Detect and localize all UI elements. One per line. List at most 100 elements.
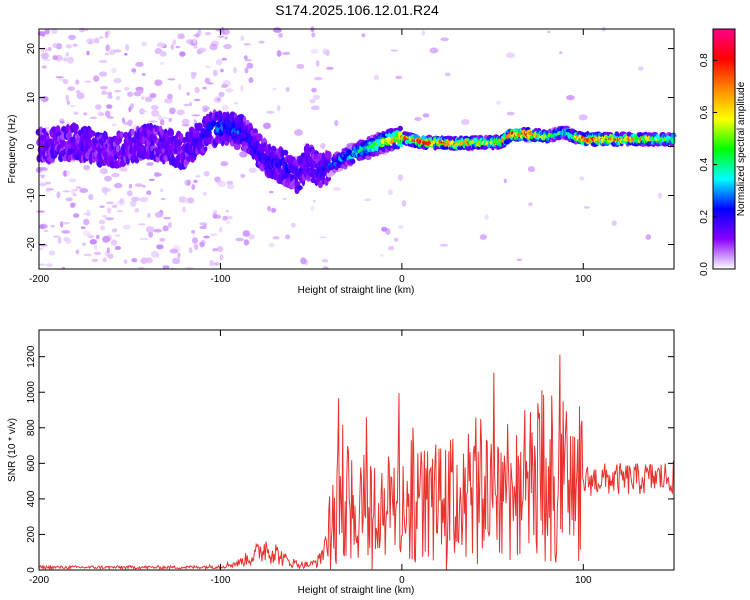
heatmap-cell: [116, 209, 124, 213]
heatmap-cell: [124, 53, 128, 56]
colorbar-tick-label: 0.4: [699, 157, 710, 171]
spectrogram-y-axis-label: Frequency (Hz): [7, 115, 18, 184]
heatmap-cell: [142, 184, 146, 188]
heatmap-cell: [320, 143, 326, 149]
heatmap-cell: [113, 78, 122, 84]
heatmap-cell: [65, 197, 73, 202]
heatmap-cell: [111, 228, 118, 233]
y-tick-label: 20: [26, 43, 37, 55]
heatmap-cell: [315, 60, 320, 67]
heatmap-cell: [105, 44, 111, 52]
heatmap-cell: [246, 62, 254, 69]
heatmap-cell: [191, 237, 199, 244]
heatmap-cell: [186, 39, 194, 45]
heatmap-cell: [282, 197, 287, 201]
heatmap-cell: [243, 43, 251, 46]
heatmap-cell: [314, 76, 323, 81]
heatmap-cell: [225, 209, 229, 213]
heatmap-cell: [159, 50, 167, 57]
heatmap-cell: [311, 87, 317, 93]
heatmap-cell: [75, 79, 80, 85]
heatmap-cell: [263, 122, 271, 129]
heatmap-cell: [104, 191, 108, 196]
heatmap-cell: [187, 179, 191, 186]
heatmap-cell: [199, 222, 208, 226]
heatmap-cell: [111, 67, 118, 74]
heatmap-cell: [193, 45, 198, 49]
heatmap-cell: [150, 105, 159, 110]
y-tick-label: 1000: [26, 381, 37, 404]
heatmap-cell: [614, 131, 619, 136]
y-tick-label: -20: [26, 237, 37, 252]
heatmap-cell: [119, 197, 125, 204]
y-tick-label: 400: [26, 490, 37, 507]
heatmap-cell: [212, 212, 218, 219]
heatmap-cell: [349, 158, 356, 164]
heatmap-cell: [202, 86, 207, 90]
heatmap-cell: [84, 80, 92, 83]
heatmap-cell: [146, 162, 154, 166]
x-tick-label: 100: [575, 274, 592, 285]
heatmap-cell: [98, 71, 108, 77]
heatmap-cell: [56, 191, 61, 199]
heatmap-cell: [39, 223, 48, 229]
heatmap-cell: [134, 208, 140, 213]
heatmap-cell: [397, 225, 404, 229]
heatmap-cell: [203, 170, 210, 177]
heatmap-cell: [46, 263, 53, 267]
heatmap-cell: [222, 215, 228, 221]
heatmap-cell: [506, 111, 515, 116]
heatmap-cell: [41, 65, 47, 69]
heatmap-cell: [141, 96, 145, 100]
heatmap-cell: [182, 206, 186, 213]
heatmap-cell: [107, 94, 113, 99]
heatmap-cell: [63, 170, 67, 177]
heatmap-cell: [164, 98, 173, 104]
snr-y-ticks: 0 200 400 600 800 1000 1200: [26, 345, 674, 573]
heatmap-cell: [72, 43, 78, 47]
heatmap-cell: [66, 100, 70, 105]
x-tick-label: -200: [29, 575, 49, 586]
heatmap-cell: [84, 253, 92, 257]
heatmap-cell: [138, 223, 146, 226]
heatmap-cell: [101, 90, 107, 95]
snr-series-line: [39, 354, 674, 570]
heatmap-cell: [204, 77, 211, 84]
heatmap-cell: [243, 239, 250, 246]
heatmap-cell: [395, 75, 403, 80]
heatmap-cell: [365, 155, 372, 160]
heatmap-cell: [285, 234, 291, 240]
spectrogram-x-axis-label: Height of straight line (km): [298, 285, 415, 296]
heatmap-cell: [212, 69, 218, 77]
heatmap-cell: [140, 109, 148, 113]
y-tick-label: 600: [26, 455, 37, 472]
heatmap-cell: [156, 42, 166, 48]
heatmap-cell: [319, 236, 327, 239]
heatmap-cell: [191, 114, 201, 117]
heatmap-cell: [311, 32, 316, 38]
heatmap-cell: [276, 50, 282, 57]
heatmap-cell: [86, 209, 91, 217]
heatmap-cell: [547, 30, 551, 34]
heatmap-cell: [319, 161, 324, 167]
heatmap-cell: [217, 180, 227, 187]
heatmap-cell: [169, 248, 179, 254]
heatmap-cell: [258, 40, 265, 44]
heatmap-cell: [41, 167, 48, 172]
heatmap-cell: [226, 180, 234, 186]
heatmap-cell: [115, 145, 120, 153]
heatmap-cell: [157, 114, 162, 121]
heatmap-cell: [141, 73, 146, 76]
heatmap-cell: [479, 234, 487, 240]
heatmap-cell: [160, 119, 165, 126]
heatmap-cell: [204, 65, 211, 68]
heatmap-cell: [102, 235, 111, 243]
heatmap-cell: [239, 151, 248, 158]
heatmap-cell: [48, 250, 56, 256]
heatmap-cell: [131, 68, 137, 73]
heatmap-cell: [163, 216, 171, 220]
heatmap-cell: [67, 86, 76, 91]
heatmap-cell: [111, 123, 117, 127]
